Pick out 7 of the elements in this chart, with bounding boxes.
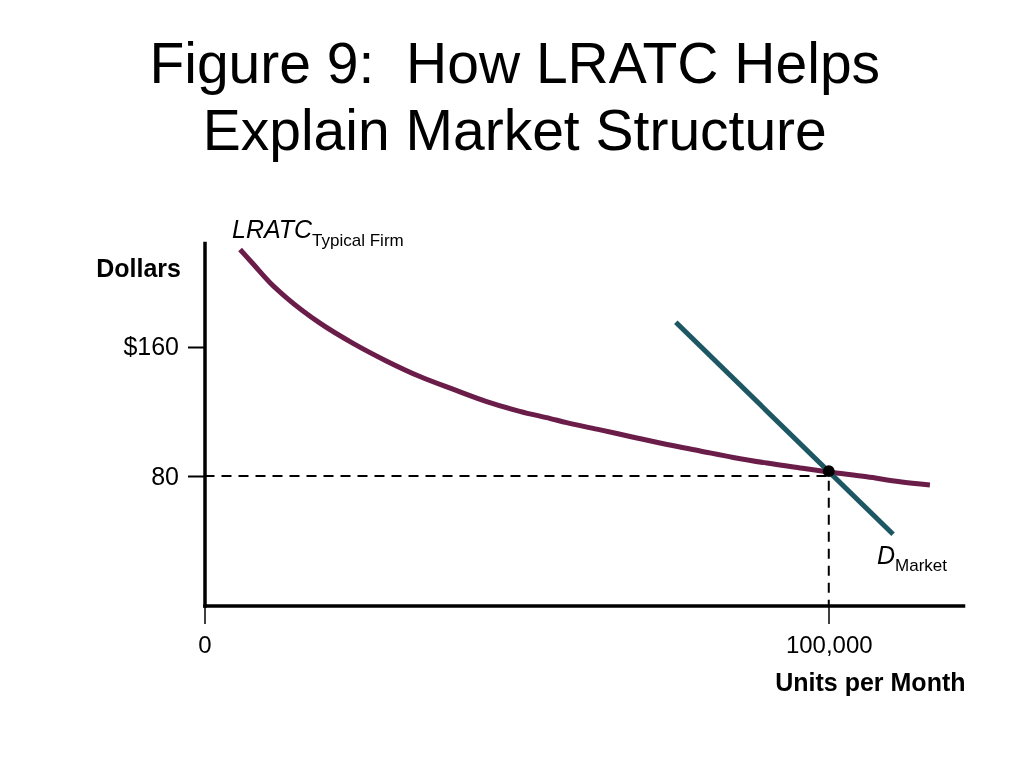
x-axis-title: Units per Month: [775, 667, 966, 696]
y-tick-label: 80: [151, 461, 179, 490]
chart-title: Figure 9: How LRATC Helps Explain Market Structure: [149, 31, 881, 163]
x-tick-label: 100,000: [785, 631, 873, 658]
y-tick-label: $160: [123, 332, 179, 361]
y-axis-title: Dollars: [96, 253, 181, 282]
x-tick-label: 0: [198, 631, 212, 658]
